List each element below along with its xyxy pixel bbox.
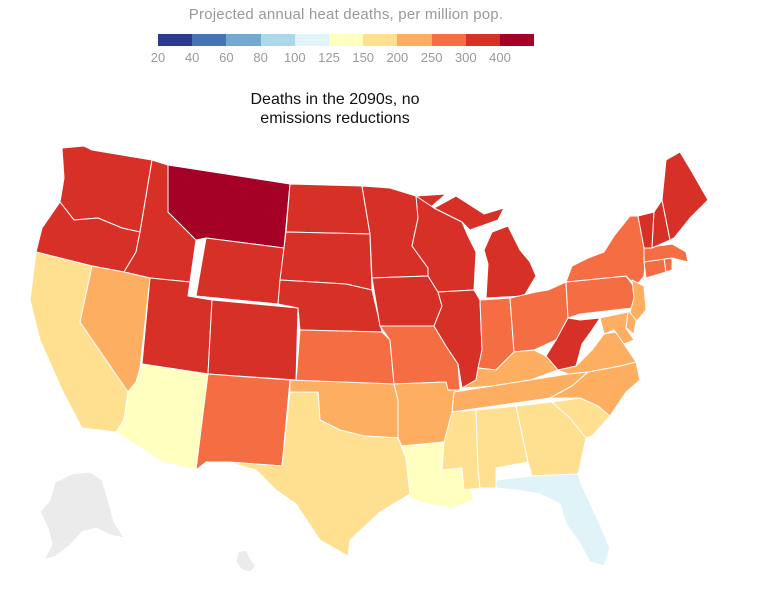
state-nm[interactable] xyxy=(195,373,291,471)
state-tx[interactable] xyxy=(227,391,411,557)
map-title-line-1: Deaths in the 2090s, no xyxy=(250,91,420,108)
legend-swatch-10 xyxy=(499,34,535,46)
legend-tick-label: 300 xyxy=(454,50,477,65)
state-ma[interactable] xyxy=(643,243,689,263)
state-ak xyxy=(39,471,126,561)
state-me[interactable] xyxy=(661,151,709,241)
legend-tick-labels: 20 40 60 80 100 125 150 200 250 300 400 xyxy=(0,50,773,68)
state-ri[interactable] xyxy=(663,257,673,273)
state-mi[interactable] xyxy=(483,225,537,299)
legend-swatch-9 xyxy=(465,34,500,46)
state-nd[interactable] xyxy=(285,183,371,235)
legend-tick-label: 60 xyxy=(219,50,234,65)
legend-swatch-6 xyxy=(363,34,398,46)
state-ks[interactable] xyxy=(295,329,395,385)
legend-swatch-1 xyxy=(192,34,227,46)
map-title: Deaths in the 2090s, no emissions reduct… xyxy=(220,90,450,128)
state-ia[interactable] xyxy=(371,275,443,327)
state-nc[interactable] xyxy=(549,361,641,417)
state-ny[interactable] xyxy=(565,215,647,287)
map-title-line-2: emissions reductions xyxy=(260,110,410,127)
state-fl[interactable] xyxy=(495,473,611,567)
legend-tick-label: 100 xyxy=(283,50,306,65)
state-wy[interactable] xyxy=(195,237,285,305)
legend-color-bar xyxy=(158,34,535,46)
legend-swatch-0 xyxy=(158,34,193,46)
legend-tick-label: 80 xyxy=(253,50,268,65)
legend-swatch-3 xyxy=(260,34,295,46)
state-co[interactable] xyxy=(207,299,299,381)
legend-tick-label: 200 xyxy=(386,50,409,65)
state-md[interactable] xyxy=(599,311,635,345)
legend-swatch-4 xyxy=(294,34,329,46)
state-wv[interactable] xyxy=(545,317,601,371)
legend-tick-label: 20 xyxy=(150,50,166,65)
legend-tick-label: 150 xyxy=(352,50,375,65)
legend-tick-label: 400 xyxy=(489,50,511,65)
legend-swatch-8 xyxy=(431,34,466,46)
state-hi xyxy=(235,549,257,573)
legend-swatch-5 xyxy=(328,34,364,46)
legend-tick-label: 40 xyxy=(184,50,200,65)
legend-title: Projected annual heat deaths, per millio… xyxy=(188,6,504,23)
legend-swatch-7 xyxy=(397,34,432,46)
legend-tick-label: 125 xyxy=(318,50,340,65)
state-mi-upper[interactable] xyxy=(433,195,505,231)
legend-swatch-2 xyxy=(226,34,261,46)
legend-tick-label: 250 xyxy=(420,50,443,65)
